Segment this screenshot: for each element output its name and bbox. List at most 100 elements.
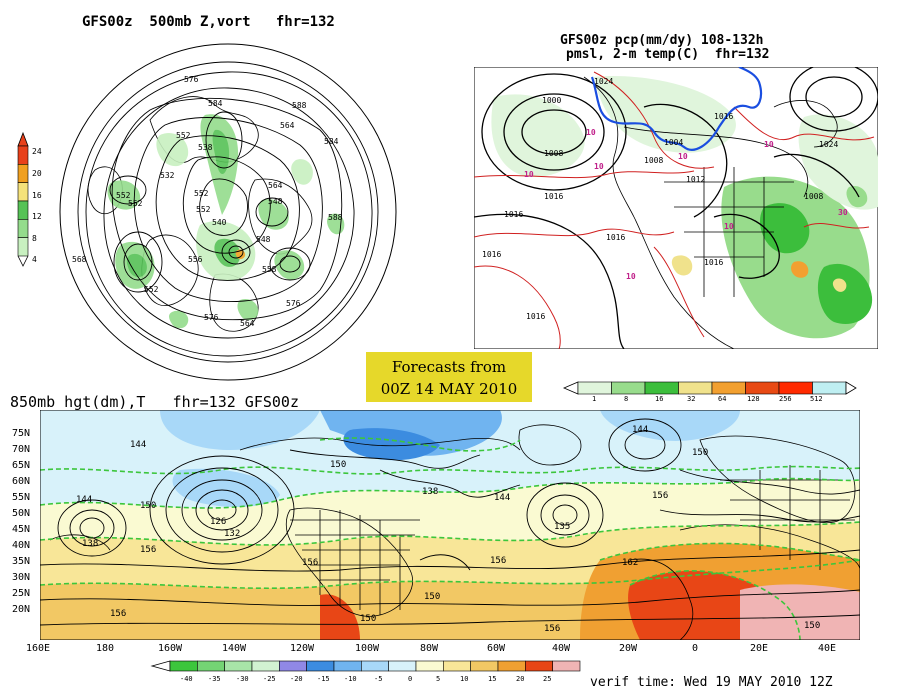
svg-text:156: 156 bbox=[110, 609, 126, 619]
lon-label: 20W bbox=[619, 643, 638, 654]
precip-shading bbox=[491, 76, 878, 339]
precip-legend-swatch bbox=[745, 381, 780, 395]
panel-500mb-title: GFS00z 500mb Z,vort fhr=132 bbox=[82, 14, 335, 30]
temp-legend-swatch bbox=[197, 660, 225, 672]
svg-text:144: 144 bbox=[632, 425, 648, 435]
svg-text:10: 10 bbox=[764, 140, 774, 149]
temp-legend-swatch bbox=[525, 660, 553, 672]
svg-text:1016: 1016 bbox=[526, 312, 545, 321]
svg-text:150: 150 bbox=[804, 621, 820, 631]
temp-legend-swatch bbox=[251, 660, 280, 672]
svg-text:138: 138 bbox=[82, 539, 98, 549]
svg-text:538: 538 bbox=[198, 143, 213, 152]
vort-scale-label: 8 bbox=[32, 234, 37, 243]
lon-label: 80W bbox=[420, 643, 439, 654]
panel-pcp-title-line2: pmsl, 2-m temp(C) fhr=132 bbox=[566, 47, 770, 62]
svg-text:556: 556 bbox=[188, 255, 203, 264]
svg-text:1016: 1016 bbox=[606, 233, 625, 242]
svg-text:532: 532 bbox=[160, 171, 175, 180]
forecast-init-line1: Forecasts from bbox=[391, 358, 507, 376]
precip-legend-swatch bbox=[577, 381, 612, 395]
svg-text:150: 150 bbox=[692, 448, 708, 458]
svg-text:10: 10 bbox=[724, 222, 734, 231]
svg-text:584: 584 bbox=[208, 99, 223, 108]
vort-color-scale bbox=[17, 131, 29, 267]
precip-legend-label: 1 bbox=[592, 395, 597, 403]
svg-text:1016: 1016 bbox=[544, 192, 563, 201]
verif-time: verif time: Wed 19 MAY 2010 12Z bbox=[590, 675, 833, 690]
lon-label: 140W bbox=[222, 643, 247, 654]
vort-scale-swatch bbox=[17, 145, 29, 165]
precip-legend-swatch bbox=[778, 381, 813, 395]
temp-legend-label: 5 bbox=[436, 675, 441, 683]
svg-text:30: 30 bbox=[838, 208, 848, 217]
contour-labels: 576 584 588 552 538 532 552 540 552 548 … bbox=[72, 75, 343, 328]
temp-legend-label: 25 bbox=[543, 675, 552, 683]
svg-text:1008: 1008 bbox=[804, 192, 823, 201]
svg-text:1000: 1000 bbox=[542, 96, 561, 105]
svg-text:132: 132 bbox=[224, 529, 240, 539]
precip-legend-swatch bbox=[812, 381, 847, 395]
svg-text:558: 558 bbox=[262, 265, 277, 274]
svg-text:1016: 1016 bbox=[714, 112, 733, 121]
temp-legend-swatch bbox=[224, 660, 253, 672]
svg-text:10: 10 bbox=[626, 272, 636, 281]
svg-text:10: 10 bbox=[524, 170, 534, 179]
lat-label: 25N bbox=[12, 588, 31, 599]
svg-text:584: 584 bbox=[324, 137, 339, 146]
svg-text:1004: 1004 bbox=[664, 138, 683, 147]
precip-legend-swatch bbox=[711, 381, 746, 395]
svg-text:548: 548 bbox=[268, 197, 283, 206]
svg-text:576: 576 bbox=[184, 75, 199, 84]
svg-text:540: 540 bbox=[212, 218, 227, 227]
svg-text:552: 552 bbox=[144, 285, 159, 294]
temp-legend-swatch bbox=[388, 660, 417, 672]
svg-text:548: 548 bbox=[256, 235, 271, 244]
temp-legend-swatch bbox=[169, 660, 198, 672]
lat-label: 70N bbox=[12, 444, 31, 455]
svg-text:156: 156 bbox=[140, 545, 156, 555]
precip-legend-label: 8 bbox=[624, 395, 629, 403]
lon-label: 20E bbox=[750, 643, 769, 654]
lat-label: 60N bbox=[12, 476, 31, 487]
precip-legend-label: 512 bbox=[810, 395, 823, 403]
vort-scale-swatch bbox=[17, 237, 29, 257]
svg-text:1016: 1016 bbox=[482, 250, 501, 259]
lon-label: 160E bbox=[26, 643, 51, 654]
temp-legend-swatch bbox=[333, 660, 362, 672]
temp-legend bbox=[150, 660, 581, 672]
vort-scale-swatch bbox=[17, 219, 29, 238]
svg-text:10: 10 bbox=[594, 162, 604, 171]
svg-text:1008: 1008 bbox=[544, 149, 563, 158]
temp-legend-swatch bbox=[279, 660, 307, 672]
lat-label: 75N bbox=[12, 428, 31, 439]
svg-text:588: 588 bbox=[292, 101, 307, 110]
lat-label: 55N bbox=[12, 492, 31, 503]
svg-text:564: 564 bbox=[280, 121, 295, 130]
svg-text:568: 568 bbox=[72, 255, 87, 264]
scale-arrow-top bbox=[17, 131, 29, 147]
temp-legend-label: -30 bbox=[236, 675, 249, 683]
forecast-init-box: Forecasts from 00Z 14 MAY 2010 bbox=[366, 352, 532, 402]
lat-label: 45N bbox=[12, 524, 31, 535]
temp-legend-label: 20 bbox=[516, 675, 525, 683]
svg-text:564: 564 bbox=[268, 181, 283, 190]
svg-text:156: 156 bbox=[302, 558, 318, 568]
svg-text:10: 10 bbox=[586, 128, 596, 137]
precip-legend-label: 128 bbox=[747, 395, 760, 403]
svg-text:150: 150 bbox=[140, 501, 156, 511]
lat-label: 30N bbox=[12, 572, 31, 583]
precip-legend-label: 256 bbox=[779, 395, 792, 403]
vort-scale-label: 16 bbox=[32, 191, 42, 200]
lat-label: 35N bbox=[12, 556, 31, 567]
vort-scale-label: 20 bbox=[32, 169, 42, 178]
svg-text:10: 10 bbox=[678, 152, 688, 161]
svg-text:1012: 1012 bbox=[686, 175, 705, 184]
temp-legend-swatch bbox=[306, 660, 335, 672]
temp-legend-label: -25 bbox=[263, 675, 276, 683]
lon-label: 160W bbox=[158, 643, 183, 654]
temp-legend-label: -35 bbox=[208, 675, 221, 683]
svg-text:552: 552 bbox=[128, 199, 143, 208]
svg-text:564: 564 bbox=[240, 319, 255, 328]
temp-legend-label: -10 bbox=[344, 675, 357, 683]
